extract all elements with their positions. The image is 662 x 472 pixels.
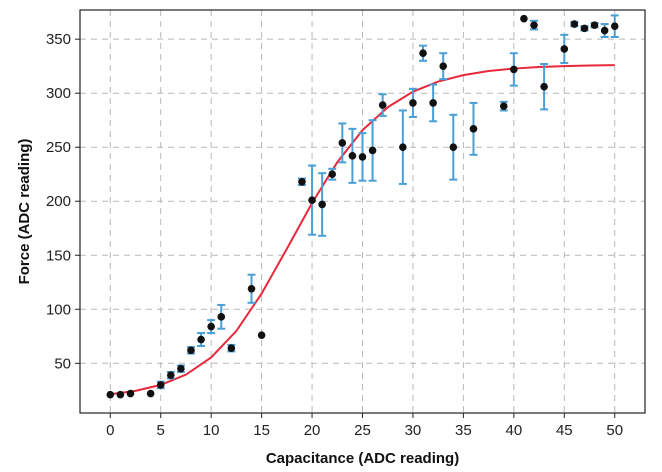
data-point — [156, 381, 165, 389]
data-point — [530, 21, 538, 29]
fit-curve-layer — [110, 64, 615, 396]
data-point — [116, 390, 125, 399]
x-ticks: 0 5 10 15 20 25 30 35 40 45 50 — [106, 413, 623, 439]
data-point — [570, 20, 579, 28]
data-point — [197, 335, 205, 344]
data-point — [409, 99, 417, 107]
data-point — [499, 102, 508, 110]
data-point — [540, 82, 548, 91]
y-ticks: 50 100 150 200 250 300 350 — [46, 31, 80, 372]
data-point — [510, 65, 518, 74]
data-point — [600, 26, 609, 35]
data-point — [520, 14, 528, 23]
x-tick-label: 20 — [304, 422, 321, 439]
data-point — [439, 62, 448, 70]
y-tick-label: 200 — [46, 193, 71, 210]
x-tick-label: 5 — [157, 422, 165, 439]
data-point — [167, 371, 175, 379]
x-tick-label: 0 — [106, 422, 114, 439]
y-tick-label: 150 — [46, 247, 71, 264]
data-point — [560, 45, 569, 53]
data-point — [106, 390, 115, 399]
data-point — [217, 313, 226, 321]
data-point — [469, 125, 478, 133]
data-point — [257, 331, 266, 340]
error-bars-layer — [156, 14, 619, 390]
y-tick-label: 350 — [46, 31, 71, 48]
y-axis-title: Force (ADC reading) — [16, 139, 33, 285]
x-tick-label: 10 — [203, 422, 220, 439]
data-points-layer — [106, 14, 619, 399]
data-point — [338, 139, 347, 147]
x-tick-label: 30 — [405, 422, 422, 439]
data-point — [358, 153, 367, 161]
data-point — [126, 389, 135, 398]
data-point — [580, 24, 589, 33]
y-tick-label: 50 — [54, 355, 71, 372]
data-point — [298, 177, 306, 186]
data-point — [328, 170, 337, 179]
data-point — [378, 101, 387, 109]
data-point — [610, 22, 619, 31]
data-point — [368, 146, 377, 155]
data-point — [146, 389, 155, 398]
data-point — [449, 143, 458, 152]
x-tick-label: 25 — [354, 422, 371, 439]
x-tick-label: 50 — [606, 422, 623, 439]
fit-curve — [110, 64, 615, 396]
data-point — [429, 99, 437, 107]
data-point — [177, 364, 185, 373]
x-tick-label: 35 — [455, 422, 472, 439]
gridlines — [80, 10, 645, 413]
data-point — [207, 322, 215, 331]
data-point — [187, 346, 195, 355]
data-point — [318, 200, 326, 209]
x-tick-label: 40 — [505, 422, 522, 439]
y-tick-label: 300 — [46, 85, 71, 102]
data-point — [227, 344, 236, 352]
x-tick-label: 15 — [253, 422, 270, 439]
data-point — [308, 196, 316, 204]
data-point — [247, 284, 256, 293]
data-point — [590, 21, 599, 29]
y-tick-label: 250 — [46, 139, 71, 156]
y-tick-label: 100 — [46, 301, 71, 318]
x-axis-title: Capacitance (ADC reading) — [266, 450, 459, 467]
x-tick-label: 45 — [556, 422, 573, 439]
data-point — [419, 49, 427, 58]
data-point — [348, 152, 357, 160]
data-point — [399, 143, 407, 152]
